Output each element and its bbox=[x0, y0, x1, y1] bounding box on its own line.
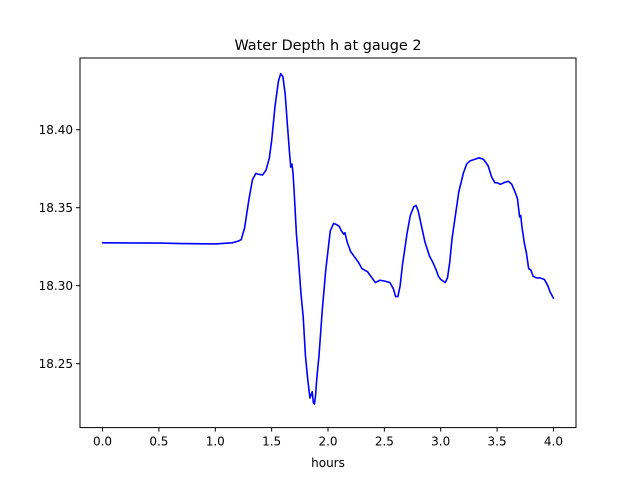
x-tick-label: 3.0 bbox=[431, 435, 450, 449]
chart-title: Water Depth h at gauge 2 bbox=[234, 38, 421, 54]
x-tick-label: 1.0 bbox=[206, 435, 225, 449]
x-tick-label: 2.0 bbox=[318, 435, 337, 449]
y-tick-label: 18.30 bbox=[39, 279, 73, 293]
x-tick-label: 3.5 bbox=[488, 435, 507, 449]
y-tick-label: 18.35 bbox=[39, 201, 73, 215]
x-axis: 0.0 0.5 1.0 1.5 2.0 2.5 3.0 3.5 4.0 bbox=[93, 427, 563, 449]
x-tick-label: 2.5 bbox=[375, 435, 394, 449]
series-line bbox=[101, 72, 555, 406]
x-tick-label: 0.5 bbox=[149, 435, 168, 449]
x-tick-label: 0.0 bbox=[93, 435, 112, 449]
plot-area bbox=[101, 72, 555, 406]
y-axis: 18.25 18.30 18.35 18.40 bbox=[39, 123, 80, 371]
x-tick-label: 1.5 bbox=[262, 435, 281, 449]
x-tick-label: 4.0 bbox=[544, 435, 563, 449]
y-tick-label: 18.25 bbox=[39, 357, 73, 371]
y-tick-label: 18.40 bbox=[39, 123, 73, 137]
x-axis-title: hours bbox=[311, 456, 345, 470]
